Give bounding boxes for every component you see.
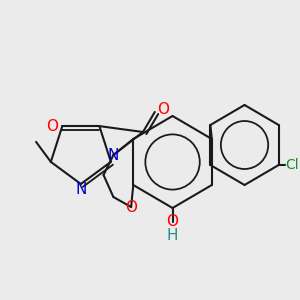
Text: O: O [157,101,169,116]
Text: N: N [75,182,86,196]
Text: O: O [46,118,58,134]
Text: Cl: Cl [286,158,299,172]
Text: H: H [167,229,178,244]
Text: O: O [125,200,137,214]
Text: O: O [167,214,178,230]
Text: N: N [108,148,119,163]
